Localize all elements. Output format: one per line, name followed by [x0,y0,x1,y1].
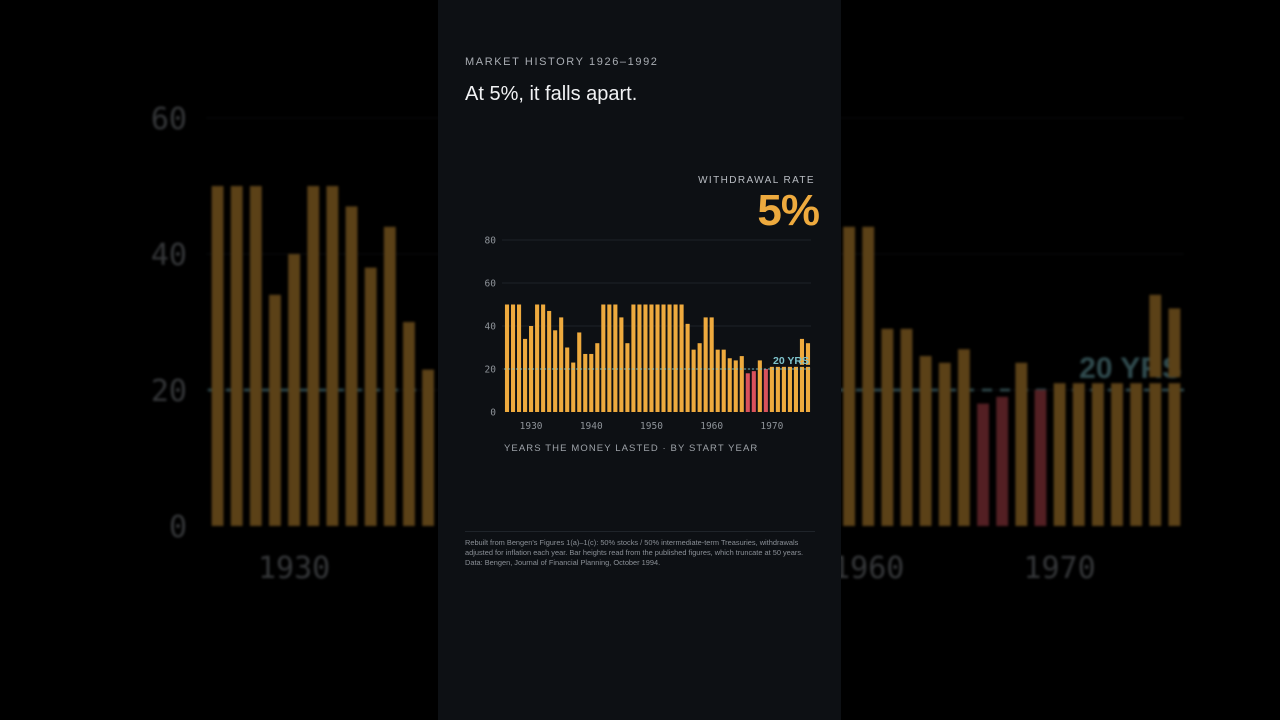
x-tick-label: 1960 [700,421,723,432]
bar [655,304,660,412]
bar [751,371,756,412]
bar-chart: 20 YRS 0 20 40 60 80 1930 1940 1950 1960 1970 [485,236,811,432]
bar [631,304,636,412]
chart-caption: YEARS THE MONEY LASTED · BY START YEAR [504,443,759,454]
bar [510,304,516,412]
bar [685,323,690,412]
bar [763,369,768,412]
x-tick-label: 1940 [580,421,603,432]
bar [517,304,522,412]
bar [637,304,642,412]
threshold-label: 20 YRS [773,355,809,367]
x-tick-label: 1970 [760,421,783,432]
bar [541,304,546,412]
bar [595,343,600,412]
bar [523,338,528,412]
bar [733,360,738,412]
bar [691,349,696,412]
y-tick-label: 40 [485,322,497,333]
y-tick-label: 80 [485,236,497,247]
y-tick-label: 60 [485,279,497,290]
bar-top-segment [805,343,811,365]
bar [535,304,540,412]
bar [643,304,648,412]
bar [739,356,744,412]
bar [553,330,558,412]
bar [703,317,708,412]
x-tick-label: 1930 [520,421,543,432]
bar [577,332,582,412]
bar [667,304,672,412]
bar [601,304,606,412]
bar [649,304,654,412]
bar [613,304,618,412]
bar [787,366,792,412]
bar [715,349,720,412]
bar [529,326,534,412]
bar [625,343,630,412]
bar [721,349,726,412]
bar [589,353,594,412]
bar [661,304,666,412]
bar [504,304,510,412]
bar [547,310,552,412]
bar [799,366,805,412]
bar [805,366,811,412]
bar [583,353,588,412]
bar [565,347,570,412]
bar [673,304,678,412]
bar [781,366,786,412]
withdrawal-rate-label: WITHDRAWAL RATE [698,175,815,186]
headline: At 5%, it falls apart. [465,83,638,105]
bar [619,317,624,412]
chart-card: MARKET HISTORY 1926–1992 At 5%, it falls… [438,0,841,720]
y-tick-label: 20 [485,365,497,376]
bar [745,373,750,412]
bar [559,317,564,412]
x-tick-label: 1950 [640,421,663,432]
bar [697,343,702,412]
bar [607,304,612,412]
bar [769,366,774,412]
bar [757,360,762,412]
bar [793,366,798,412]
footnote-divider [465,531,815,532]
bar [709,317,714,412]
y-tick-label: 0 [490,408,496,419]
bar [727,358,732,412]
withdrawal-rate-value: 5% [757,186,820,235]
bar [775,366,780,412]
bar-top-segment [799,338,805,365]
bar [679,304,684,412]
bar [571,362,576,412]
eyebrow-label: MARKET HISTORY 1926–1992 [465,56,659,68]
footnote: Rebuilt from Bengen's Figures 1(a)–1(c):… [465,538,804,568]
